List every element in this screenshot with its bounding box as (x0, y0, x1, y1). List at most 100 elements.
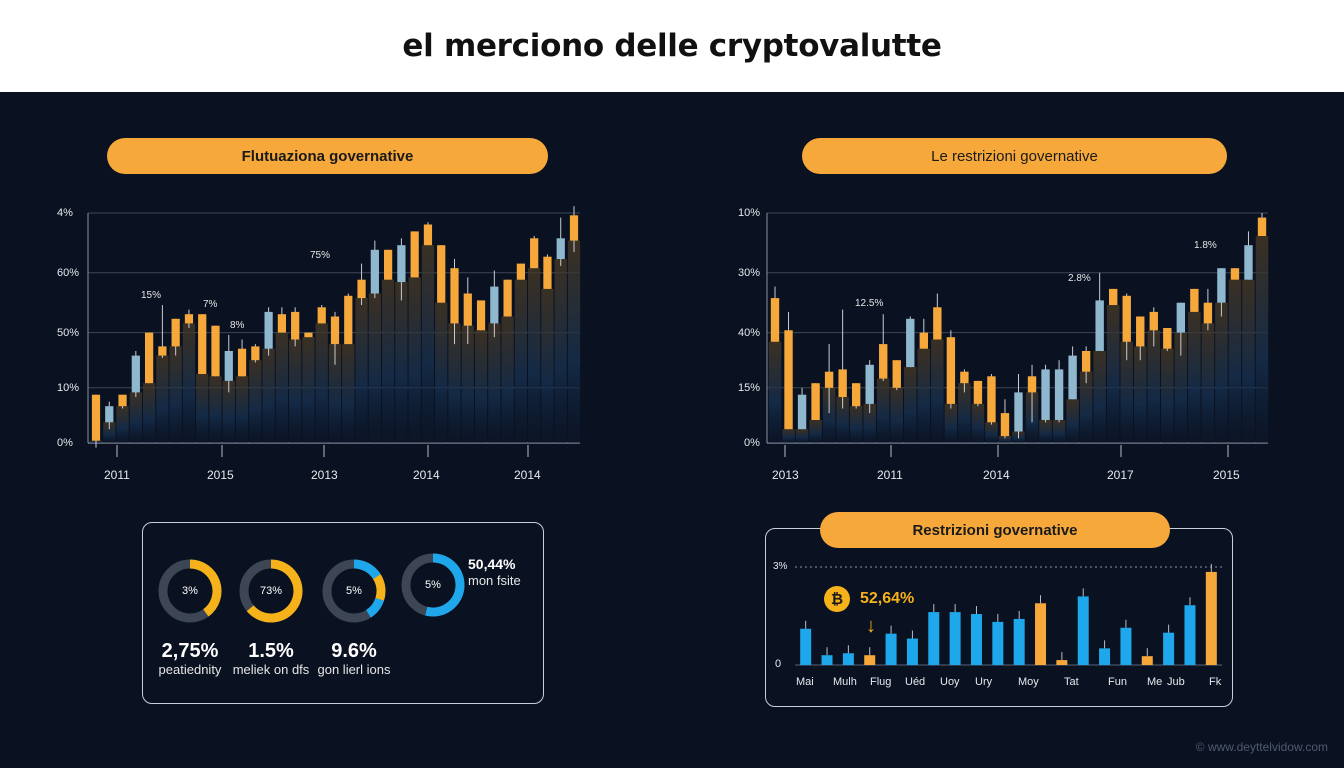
candle-body (1081, 351, 1091, 372)
candle-shadow-column (501, 316, 514, 443)
candle-shadow-column (235, 376, 249, 443)
x-tick-label: Fun (1108, 676, 1127, 688)
bar (906, 638, 918, 665)
candle-body (357, 279, 366, 299)
donut-center-label: 5% (346, 585, 362, 597)
donut-caption: peatiednity (158, 662, 222, 677)
page-title: el merciono delle cryptovalutte (402, 28, 942, 64)
x-tick-label: Flug (870, 676, 892, 688)
annotation: 7% (203, 299, 218, 310)
bar (1205, 571, 1217, 665)
candle-body (919, 332, 928, 349)
candle-shadow-column (836, 397, 849, 443)
donut-center-label: 73% (259, 585, 283, 597)
candle-shadow-column (528, 268, 541, 443)
candle-shadow-column (998, 436, 1012, 443)
candle-shadow-column (488, 323, 501, 443)
candle-shadow-column (541, 288, 554, 443)
candle-shadow-column (435, 302, 448, 443)
donut-segment (372, 574, 386, 601)
candle-shadow-column (1106, 305, 1120, 443)
bar (1184, 605, 1196, 665)
donut-panel (142, 522, 544, 704)
y-tick-label: 15% (738, 382, 761, 394)
candle-body (1176, 302, 1186, 333)
donut-caption: meliek on dfs (232, 662, 310, 677)
candle-shadow-column (315, 323, 328, 443)
candle-shadow-column (289, 339, 302, 443)
bar (949, 612, 961, 665)
candle-shadow-column (1133, 346, 1147, 443)
candle-body (397, 245, 406, 282)
candle-body (118, 394, 127, 407)
bar (1035, 603, 1047, 665)
x-tick-label: Ury (975, 676, 993, 688)
candle-body (1217, 268, 1226, 303)
candle-shadow-column (103, 422, 116, 443)
donut-segment (425, 553, 465, 617)
candle-body (933, 307, 942, 340)
x-tick-label: 2014 (413, 468, 440, 482)
bar (928, 612, 940, 665)
candle-body (516, 263, 526, 280)
candle-body (1041, 369, 1050, 420)
bar (1077, 596, 1089, 665)
candle-body (987, 376, 996, 423)
candle-shadow-column (129, 392, 142, 443)
bar (1120, 627, 1132, 665)
candle-shadow-column (1079, 371, 1093, 443)
candle-body (383, 249, 393, 280)
donut-value: 9.6% (331, 640, 377, 662)
donut-center-label: 3% (182, 585, 198, 597)
candle-body (1014, 392, 1023, 432)
candle-shadow-column (302, 337, 315, 443)
candle-shadow-column (795, 429, 809, 443)
candle-shadow-column (554, 259, 567, 443)
candle-shadow-column (1228, 279, 1242, 443)
candle-body (264, 311, 273, 349)
y-tick-label: 40% (738, 327, 761, 339)
bar (1141, 656, 1153, 665)
candle-body (838, 369, 847, 397)
x-tick-label: 2011 (877, 468, 903, 482)
candle-body (824, 371, 834, 388)
candle-body (1109, 288, 1118, 305)
candle-body (530, 238, 539, 269)
bar (821, 655, 833, 665)
bitcoin-coin-icon: ₿ (824, 586, 850, 612)
x-tick-label: Fk (1209, 676, 1222, 688)
candle-shadow-column (368, 293, 381, 443)
y-tick-label: 0% (57, 437, 73, 449)
bar (1056, 660, 1068, 665)
candle-shadow-column (1215, 302, 1228, 443)
candle-shadow-column (1066, 399, 1079, 443)
header: el merciono delle cryptovalutte (0, 0, 1344, 92)
candle-body (1027, 376, 1037, 393)
right-chart-title: Le restrizioni governative (802, 138, 1227, 174)
candle-body (1136, 316, 1145, 347)
candle-body (811, 383, 820, 420)
candle-shadow-column (461, 325, 474, 443)
annotation: 1.8% (1194, 240, 1217, 251)
candle-shadow-column (1039, 420, 1052, 443)
candle-body (770, 298, 780, 342)
candle-body (317, 307, 326, 324)
candle-shadow-column (275, 332, 289, 443)
candle-shadow-column (381, 279, 395, 443)
x-tick-label: Me (1147, 676, 1163, 688)
x-tick-label: 2015 (1213, 468, 1240, 482)
candle-body (370, 249, 379, 294)
annotation: 2.8% (1068, 273, 1091, 284)
candle-shadow-column (768, 341, 782, 443)
x-tick-label: Uéd (905, 676, 926, 688)
donut-segment (365, 597, 384, 618)
candle-body (1257, 217, 1267, 236)
candle-shadow-column (822, 387, 836, 443)
bar (864, 655, 876, 665)
left-chart-title: Flutuaziona governative (107, 138, 548, 174)
y-tick-label: 0% (744, 437, 760, 449)
x-tick-label: 2017 (1107, 468, 1134, 482)
